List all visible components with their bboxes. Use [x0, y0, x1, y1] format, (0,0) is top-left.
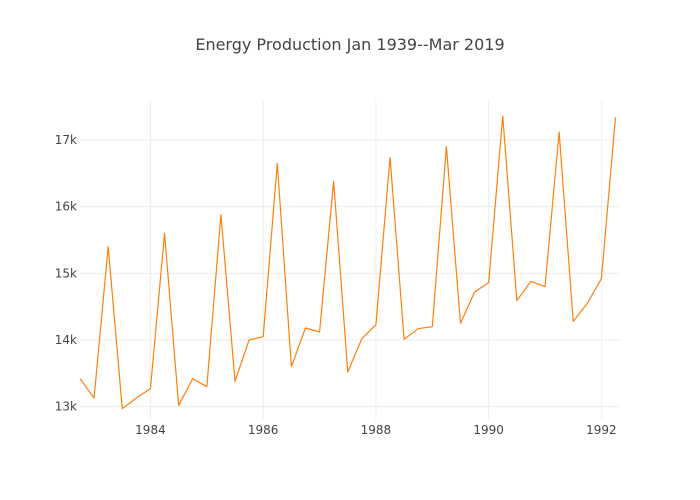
- y-gridlines: [80, 139, 620, 408]
- data-point[interactable]: [260, 334, 266, 340]
- y-tick-label: 15k: [55, 266, 77, 280]
- data-point[interactable]: [500, 113, 506, 119]
- data-point[interactable]: [401, 336, 407, 342]
- data-point[interactable]: [472, 289, 478, 295]
- data-point[interactable]: [302, 325, 308, 331]
- y-tick-label: 13k: [55, 400, 77, 414]
- data-point[interactable]: [133, 395, 139, 401]
- data-point[interactable]: [317, 329, 323, 335]
- data-point[interactable]: [91, 395, 97, 401]
- x-gridlines: [149, 100, 602, 420]
- data-point[interactable]: [570, 318, 576, 324]
- data-point[interactable]: [190, 376, 196, 382]
- data-point[interactable]: [429, 324, 435, 330]
- y-tick-label: 14k: [55, 333, 77, 347]
- data-point[interactable]: [105, 244, 111, 250]
- data-point[interactable]: [514, 298, 520, 304]
- y-tick-label: 17k: [55, 133, 77, 147]
- series-layer: [77, 113, 618, 412]
- y-tick-label: 16k: [55, 200, 77, 214]
- x-tick-label: 1992: [586, 423, 617, 437]
- data-point[interactable]: [204, 384, 210, 390]
- data-point[interactable]: [373, 322, 379, 328]
- data-point[interactable]: [612, 114, 618, 120]
- data-point[interactable]: [162, 230, 168, 236]
- data-point[interactable]: [528, 278, 534, 284]
- y-axis-ticks: 13k 14k 15k 16k 17k: [55, 133, 77, 414]
- data-point[interactable]: [415, 326, 421, 332]
- data-point[interactable]: [218, 212, 224, 218]
- data-point[interactable]: [443, 144, 449, 150]
- x-tick-label: 1986: [248, 423, 279, 437]
- x-axis-ticks: 1984 1986 1988 1990 1992: [135, 423, 616, 437]
- data-point[interactable]: [119, 406, 125, 412]
- data-point[interactable]: [77, 376, 83, 382]
- data-point[interactable]: [331, 178, 337, 184]
- data-point[interactable]: [486, 280, 492, 286]
- data-point[interactable]: [176, 402, 182, 408]
- data-point[interactable]: [288, 364, 294, 370]
- x-tick-label: 1990: [473, 423, 504, 437]
- data-point[interactable]: [147, 386, 153, 392]
- data-point[interactable]: [345, 369, 351, 375]
- data-point[interactable]: [274, 160, 280, 166]
- x-tick-label: 1984: [135, 423, 166, 437]
- data-point[interactable]: [246, 337, 252, 343]
- data-point[interactable]: [542, 284, 548, 290]
- series-line: [79, 115, 617, 410]
- x-tick-label: 1988: [361, 423, 392, 437]
- data-point[interactable]: [556, 129, 562, 135]
- data-point[interactable]: [359, 336, 365, 342]
- data-point[interactable]: [584, 300, 590, 306]
- data-point[interactable]: [232, 378, 238, 384]
- chart-title: Energy Production Jan 1939--Mar 2019: [195, 35, 504, 54]
- data-point[interactable]: [387, 154, 393, 160]
- data-point[interactable]: [457, 320, 463, 326]
- data-point[interactable]: [598, 276, 604, 282]
